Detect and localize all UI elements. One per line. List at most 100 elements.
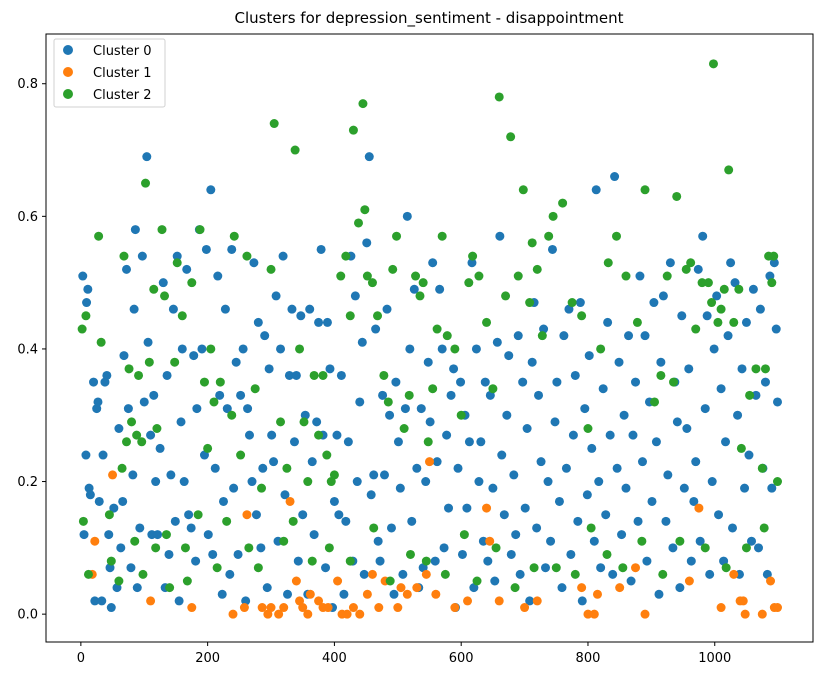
data-point-cluster-1-31 <box>393 603 403 613</box>
data-point-cluster-0-64 <box>201 244 211 254</box>
data-point-cluster-0-245 <box>612 463 622 473</box>
data-point-cluster-2-95 <box>567 298 577 308</box>
legend-box <box>53 38 166 108</box>
data-point-cluster-2-56 <box>354 218 363 228</box>
data-point-cluster-0-158 <box>412 463 422 473</box>
legend-label-cluster-0: Cluster 0 <box>93 44 152 59</box>
data-point-cluster-2-97 <box>583 424 593 433</box>
data-point-cluster-2-94 <box>558 198 568 208</box>
data-point-cluster-2-96 <box>577 311 587 321</box>
data-point-cluster-0-226 <box>568 430 578 440</box>
data-point-cluster-0-134 <box>357 337 367 347</box>
data-point-cluster-2-166 <box>675 536 685 546</box>
data-point-cluster-0-1 <box>79 530 89 540</box>
data-point-cluster-0-104 <box>289 437 299 447</box>
data-point-cluster-2-75 <box>442 331 452 341</box>
data-point-cluster-2-147 <box>324 543 334 553</box>
data-point-cluster-0-299 <box>737 364 747 374</box>
data-point-cluster-2-25 <box>187 278 197 288</box>
data-point-cluster-2-148 <box>345 556 355 566</box>
data-point-cluster-0-69 <box>213 271 223 281</box>
data-point-cluster-0-152 <box>398 569 408 579</box>
data-point-cluster-2-138 <box>180 543 190 553</box>
data-point-cluster-2-2 <box>81 311 91 321</box>
data-point-cluster-2-105 <box>656 370 666 380</box>
data-point-cluster-0-125 <box>336 370 346 380</box>
data-point-cluster-2-141 <box>227 410 237 420</box>
legend-label-cluster-2: Cluster 2 <box>93 88 152 103</box>
data-point-cluster-0-90 <box>258 463 268 473</box>
data-point-cluster-0-47 <box>166 470 176 480</box>
data-point-cluster-0-219 <box>552 377 562 387</box>
data-point-cluster-0-178 <box>457 549 467 559</box>
data-point-cluster-0-111 <box>305 304 315 314</box>
data-point-cluster-0-307 <box>755 304 765 314</box>
data-point-cluster-2-71 <box>423 437 433 447</box>
x-tick-label: 600 <box>449 651 474 666</box>
data-point-cluster-2-157 <box>510 583 520 593</box>
data-point-cluster-2-42 <box>290 145 300 155</box>
data-point-cluster-0-269 <box>668 543 678 553</box>
data-point-cluster-0-88 <box>253 317 263 327</box>
data-point-cluster-0-37 <box>146 430 156 440</box>
data-point-cluster-0-285 <box>705 569 715 579</box>
data-point-cluster-0-262 <box>651 437 661 447</box>
data-point-cluster-0-16 <box>104 530 114 540</box>
data-point-cluster-1-60 <box>766 576 776 586</box>
data-point-cluster-1-49 <box>615 583 625 593</box>
data-point-cluster-0-114 <box>312 417 322 427</box>
data-point-cluster-2-90 <box>532 264 542 274</box>
data-point-cluster-0-52 <box>176 417 186 427</box>
y-tick-label: 0.4 <box>17 342 38 357</box>
data-point-cluster-0-188 <box>480 377 490 387</box>
data-point-cluster-0-238 <box>596 563 606 573</box>
y-axis-ticks: 0.0 0.2 0.4 0.6 0.8 <box>17 77 46 623</box>
data-point-cluster-1-41 <box>485 536 495 546</box>
x-tick-label: 800 <box>576 651 601 666</box>
data-point-cluster-0-127 <box>341 516 351 526</box>
data-point-cluster-1-24 <box>342 609 352 619</box>
data-point-cluster-2-152 <box>421 556 431 566</box>
data-point-cluster-0-84 <box>244 430 254 440</box>
data-point-cluster-1-33 <box>402 589 412 599</box>
data-point-cluster-2-88 <box>525 298 535 308</box>
data-point-cluster-2-23 <box>177 311 187 321</box>
data-point-cluster-0-67 <box>208 549 218 559</box>
data-point-cluster-2-132 <box>104 510 114 520</box>
data-point-cluster-2-143 <box>253 563 263 573</box>
data-point-cluster-0-217 <box>547 244 557 254</box>
plot-area <box>46 34 813 642</box>
data-point-cluster-1-44 <box>532 596 542 606</box>
data-point-cluster-0-120 <box>325 364 335 374</box>
points-layer <box>77 59 782 619</box>
data-point-cluster-2-81 <box>482 317 492 327</box>
data-point-cluster-2-5 <box>106 556 116 566</box>
data-point-cluster-0-105 <box>291 370 301 380</box>
data-point-cluster-0-187 <box>478 536 488 546</box>
data-point-cluster-0-201 <box>511 530 521 540</box>
data-point-cluster-2-131 <box>83 569 93 579</box>
data-point-cluster-0-79 <box>233 549 243 559</box>
data-point-cluster-2-155 <box>472 576 482 586</box>
data-point-cluster-0-277 <box>686 556 696 566</box>
data-point-cluster-0-242 <box>605 430 615 440</box>
data-point-cluster-0-138 <box>366 490 376 500</box>
data-point-cluster-2-170 <box>759 523 769 533</box>
data-point-cluster-2-4 <box>96 337 106 347</box>
data-point-cluster-2-57 <box>358 99 368 109</box>
data-point-cluster-0-265 <box>658 291 668 301</box>
data-point-cluster-2-70 <box>418 278 428 288</box>
data-point-cluster-0-211 <box>534 390 544 400</box>
data-point-cluster-0-234 <box>587 443 597 453</box>
data-point-cluster-0-195 <box>497 450 507 460</box>
data-point-cluster-0-135 <box>359 569 369 579</box>
data-point-cluster-2-63 <box>383 397 393 407</box>
data-point-cluster-0-112 <box>307 457 317 467</box>
data-point-cluster-0-73 <box>220 304 230 314</box>
data-point-cluster-1-7 <box>242 510 252 520</box>
data-point-cluster-0-230 <box>577 596 587 606</box>
data-point-cluster-0-76 <box>227 244 237 254</box>
data-point-cluster-0-128 <box>343 437 353 447</box>
data-point-cluster-1-54 <box>716 603 726 613</box>
data-point-cluster-0-6 <box>85 490 95 500</box>
